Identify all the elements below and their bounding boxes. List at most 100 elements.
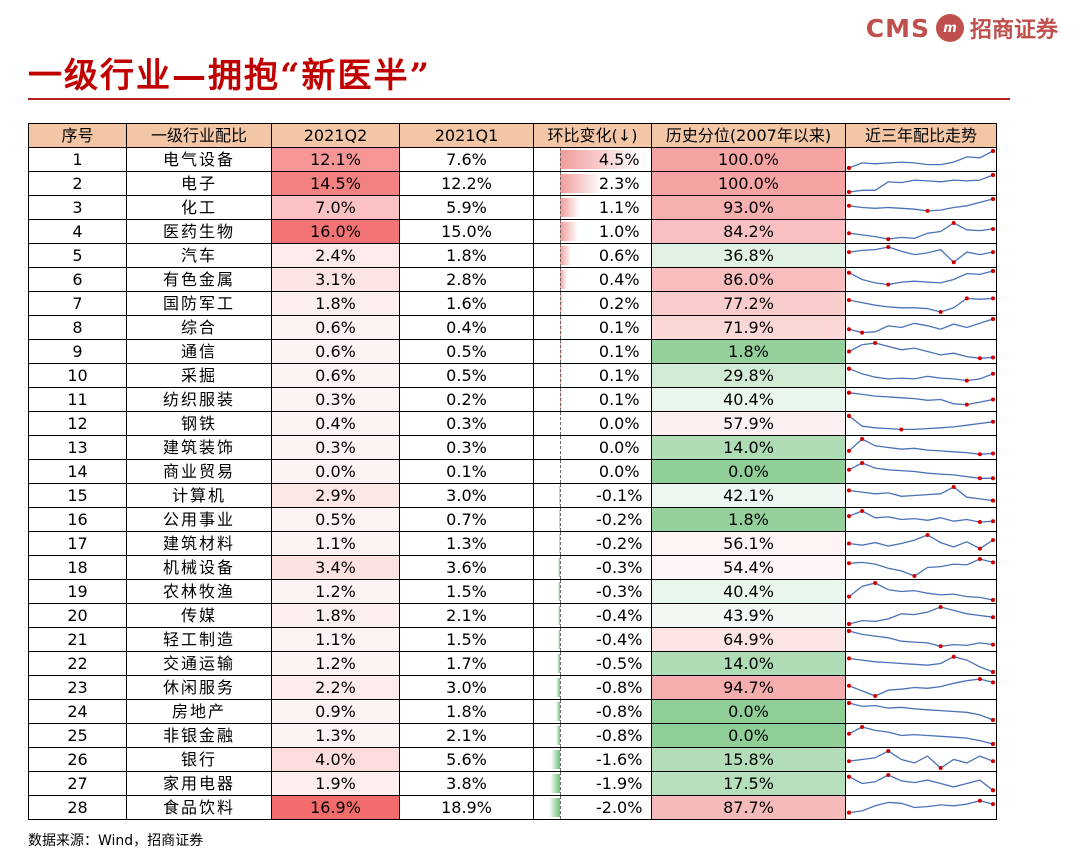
row-industry: 通信 (126, 339, 272, 364)
row-2021q2: 3.1% (271, 267, 400, 292)
row-2021q1: 1.8% (399, 243, 534, 268)
change-axis (559, 748, 562, 771)
row-2021q2: 16.9% (271, 795, 400, 820)
row-2021q2: 0.9% (271, 699, 400, 724)
trend-line (848, 270, 994, 286)
trend-marker (991, 560, 995, 565)
header-industry: 一级行业配比 (126, 123, 272, 148)
change-bar (559, 198, 580, 217)
row-percentile: 87.7% (651, 795, 846, 820)
row-2021q2: 1.1% (271, 531, 400, 556)
trend-marker (886, 773, 891, 777)
change-axis (559, 772, 562, 795)
row-change: -1.9% (533, 771, 652, 796)
trend-marker (991, 742, 995, 746)
row-change: 2.3% (533, 171, 652, 196)
trend-marker (847, 413, 851, 418)
trend-line (848, 415, 994, 431)
row-no: 28 (28, 795, 127, 820)
row-change: -0.2% (533, 531, 652, 556)
trend-line (848, 702, 994, 721)
row-2021q2: 4.0% (271, 747, 400, 772)
row-trend (845, 219, 997, 244)
change-bar (559, 222, 578, 241)
row-no: 16 (28, 507, 127, 532)
row-2021q2: 0.3% (271, 387, 400, 412)
trend-line (848, 222, 994, 240)
row-no: 17 (28, 531, 127, 556)
table-row: 7 国防军工 1.8% 1.6% 0.2% 77.2% (28, 291, 997, 316)
row-change: 4.5% (533, 147, 652, 172)
change-axis (559, 724, 562, 747)
row-industry: 非银金融 (126, 723, 272, 748)
trend-marker (991, 149, 995, 153)
row-trend (845, 291, 997, 316)
trend-sparkline (847, 173, 995, 194)
trend-marker (847, 514, 851, 519)
trend-marker (847, 327, 851, 332)
change-value: -0.3% (596, 558, 643, 577)
row-no: 15 (28, 483, 127, 508)
row-2021q1: 15.0% (399, 219, 534, 244)
row-2021q1: 3.8% (399, 771, 534, 796)
trend-marker (847, 390, 851, 395)
trend-marker (847, 250, 851, 255)
change-bar (549, 798, 560, 817)
trend-line (848, 342, 994, 359)
change-bar (559, 294, 564, 313)
change-bar (555, 702, 560, 721)
change-bar (557, 654, 560, 673)
trend-marker (847, 656, 851, 661)
trend-marker (991, 226, 995, 231)
row-industry: 采掘 (126, 363, 272, 388)
trend-marker (991, 317, 995, 321)
row-percentile: 1.8% (651, 507, 846, 532)
trend-marker (847, 731, 851, 736)
row-2021q2: 1.1% (271, 627, 400, 652)
trend-marker (886, 282, 891, 287)
row-trend (845, 507, 997, 532)
row-change: -0.3% (533, 579, 652, 604)
trend-marker (951, 654, 956, 659)
row-industry: 钢铁 (126, 411, 272, 436)
row-no: 4 (28, 219, 127, 244)
change-bar (558, 510, 560, 529)
row-no: 21 (28, 627, 127, 652)
change-bar (559, 174, 602, 193)
trend-marker (860, 330, 865, 335)
row-industry: 汽车 (126, 243, 272, 268)
trend-marker (991, 173, 995, 177)
table-header-row: 序号 一级行业配比 2021Q2 2021Q1 环比变化(↓) 历史分位(200… (28, 123, 997, 148)
row-trend (845, 651, 997, 676)
trend-marker (847, 561, 851, 566)
change-value: 0.1% (598, 342, 640, 361)
row-2021q1: 5.6% (399, 747, 534, 772)
change-value: -0.2% (596, 510, 643, 529)
trend-line (848, 774, 994, 791)
row-percentile: 43.9% (651, 603, 846, 628)
row-trend (845, 603, 997, 628)
row-2021q1: 0.1% (399, 459, 534, 484)
row-trend (845, 483, 997, 508)
change-bar (559, 270, 567, 289)
trend-marker (991, 419, 995, 424)
row-2021q2: 16.0% (271, 219, 400, 244)
change-bar (559, 150, 642, 169)
trend-marker (991, 371, 995, 376)
row-trend (845, 771, 997, 796)
trend-line (848, 726, 994, 745)
change-value: -0.5% (596, 654, 643, 673)
trend-line (848, 318, 994, 334)
change-bar (558, 558, 560, 577)
row-change: 0.6% (533, 243, 652, 268)
row-2021q1: 3.0% (399, 675, 534, 700)
header-2021q1: 2021Q1 (399, 123, 534, 148)
cms-logo: CMS m 招商证券 (866, 10, 1058, 46)
row-trend (845, 531, 997, 556)
row-change: 0.1% (533, 363, 652, 388)
row-2021q2: 12.1% (271, 147, 400, 172)
table-row: 10 采掘 0.6% 0.5% 0.1% 29.8% (28, 363, 997, 388)
trend-marker (964, 378, 969, 383)
row-change: -0.8% (533, 699, 652, 724)
row-trend (845, 411, 997, 436)
